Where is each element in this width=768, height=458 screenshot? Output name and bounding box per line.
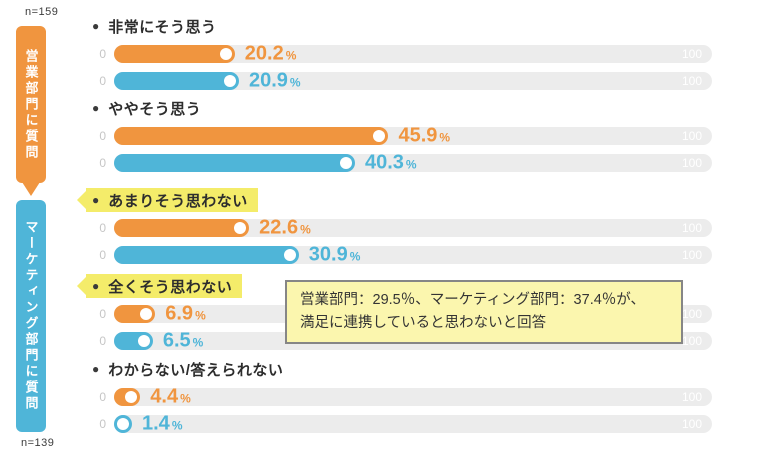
category-label: あまりそう思わない <box>108 192 248 210</box>
axis-min-label: 0 <box>99 129 106 143</box>
category-label: 全くそう思わない <box>108 278 233 296</box>
bar-knob-icon <box>137 335 150 347</box>
axis-min-label: 0 <box>99 74 106 88</box>
sales-tab-pointer-icon <box>22 182 40 196</box>
value-label-sales: 4.4% <box>150 385 191 408</box>
axis-min-label: 0 <box>99 221 106 235</box>
value-label-sales: 45.9% <box>398 124 451 147</box>
annotation-line-2: 満足に連携していると思わないと回答 <box>300 315 547 332</box>
category-label-row-highlighted: ● 全くそう思わない <box>86 274 243 298</box>
bar-knob-icon <box>219 48 232 60</box>
category-label-row: ● わからない/答えられない <box>86 357 293 381</box>
annotation-callout: 営業部門：29.5％、マーケティング部門：37.4％が、 満足に連携していると思… <box>285 280 683 345</box>
value-label-marketing: 40.3% <box>364 151 417 174</box>
axis-max-label: 100 <box>681 307 702 321</box>
axis-min-label: 0 <box>99 334 106 348</box>
value-label-marketing: 30.9% <box>308 243 361 266</box>
axis-max-label: 100 <box>681 248 702 262</box>
category-label: 非常にそう思う <box>108 18 217 36</box>
bar-knob-icon <box>339 157 352 169</box>
bar-fill-marketing <box>114 246 299 264</box>
axis-max-label: 100 <box>681 129 702 143</box>
bar-track: 100 4.4% <box>114 385 712 408</box>
sales-sample-size: n=159 <box>25 6 59 18</box>
value-label-marketing: 1.4% <box>142 412 183 435</box>
axis-min-label: 0 <box>99 417 106 431</box>
bar-row-sales: 0 100 45.9% <box>86 124 712 147</box>
value-label-marketing: 20.9% <box>248 69 301 92</box>
bar-row-sales: 0 100 22.6% <box>86 216 712 239</box>
axis-min-label: 0 <box>99 156 106 170</box>
bar-fill-sales <box>114 388 141 406</box>
bullet-icon: ● <box>92 362 100 376</box>
tab-marketing-question: マーケティング部門に質問 <box>16 200 46 432</box>
axis-max-label: 100 <box>681 417 702 431</box>
marketing-sample-size: n=139 <box>21 437 55 449</box>
value-label-sales: 22.6% <box>259 216 311 239</box>
bar-track: 100 30.9% <box>114 243 712 266</box>
bar-knob-icon <box>223 75 236 87</box>
bar-row-marketing: 0 100 30.9% <box>86 243 712 266</box>
bar-knob-icon <box>234 222 247 234</box>
axis-min-label: 0 <box>99 248 106 262</box>
category-group-strongly-agree: ● 非常にそう思う 0 100 20.2% 0 100 20.9% <box>0 14 768 99</box>
bar-track: 100 1.4% <box>114 412 712 435</box>
axis-max-label: 100 <box>681 156 702 170</box>
bar-fill-marketing <box>114 415 132 433</box>
bar-fill-sales <box>114 45 235 63</box>
axis-min-label: 0 <box>99 307 106 321</box>
bar-knob-icon <box>283 249 296 261</box>
bar-fill-marketing <box>114 154 355 172</box>
bar-track: 100 20.2% <box>114 42 712 65</box>
axis-max-label: 100 <box>681 334 702 348</box>
value-label-sales: 20.2% <box>244 42 297 65</box>
bullet-icon: ● <box>92 193 100 207</box>
annotation-line-1: 営業部門：29.5％、マーケティング部門：37.4％が、 <box>300 292 645 308</box>
category-label-row: ● ややそう思う <box>86 96 211 120</box>
bar-fill-marketing <box>114 72 239 90</box>
axis-max-label: 100 <box>681 74 702 88</box>
category-label: わからない/答えられない <box>108 361 284 379</box>
bullet-icon: ● <box>92 101 100 115</box>
category-group-somewhat-agree: ● ややそう思う 0 100 45.9% 0 100 40.3% <box>0 96 768 181</box>
axis-max-label: 100 <box>681 390 702 404</box>
category-label: ややそう思う <box>108 100 202 118</box>
value-label-sales: 6.9% <box>165 302 206 325</box>
bar-knob-icon <box>140 308 153 320</box>
category-group-dont-really-agree: ● あまりそう思わない 0 100 22.6% 0 100 30.9% <box>0 188 768 273</box>
value-label-marketing: 6.5% <box>162 329 204 352</box>
bar-row-marketing: 0 100 20.9% <box>86 69 712 92</box>
bar-knob-icon <box>117 418 129 430</box>
category-label-row-highlighted: ● あまりそう思わない <box>86 188 258 212</box>
bar-row-marketing: 0 100 40.3% <box>86 151 712 174</box>
bar-track: 100 45.9% <box>114 124 712 147</box>
axis-max-label: 100 <box>681 221 702 235</box>
bar-knob-icon <box>373 130 386 142</box>
bar-track: 100 22.6% <box>114 216 712 239</box>
category-group-dont-know: ● わからない/答えられない 0 100 4.4% 0 100 1.4% <box>0 357 768 442</box>
tab-sales-question: 営業部門に質問 <box>16 26 46 183</box>
bar-row-sales: 0 100 4.4% <box>86 385 712 408</box>
category-label-row: ● 非常にそう思う <box>86 14 226 38</box>
bullet-icon: ● <box>92 279 100 293</box>
bar-row-sales: 0 100 20.2% <box>86 42 712 65</box>
bar-row-marketing: 0 100 1.4% <box>86 412 712 435</box>
axis-min-label: 0 <box>99 47 106 61</box>
bar-fill-marketing <box>114 332 153 350</box>
bar-fill-sales <box>114 127 389 145</box>
bar-fill-sales <box>114 219 250 237</box>
bar-knob-icon <box>125 391 138 403</box>
bar-track: 100 20.9% <box>114 69 712 92</box>
axis-max-label: 100 <box>681 47 702 61</box>
axis-min-label: 0 <box>99 390 106 404</box>
bar-fill-sales <box>114 305 156 323</box>
bullet-icon: ● <box>92 19 100 33</box>
bar-track: 100 40.3% <box>114 151 712 174</box>
